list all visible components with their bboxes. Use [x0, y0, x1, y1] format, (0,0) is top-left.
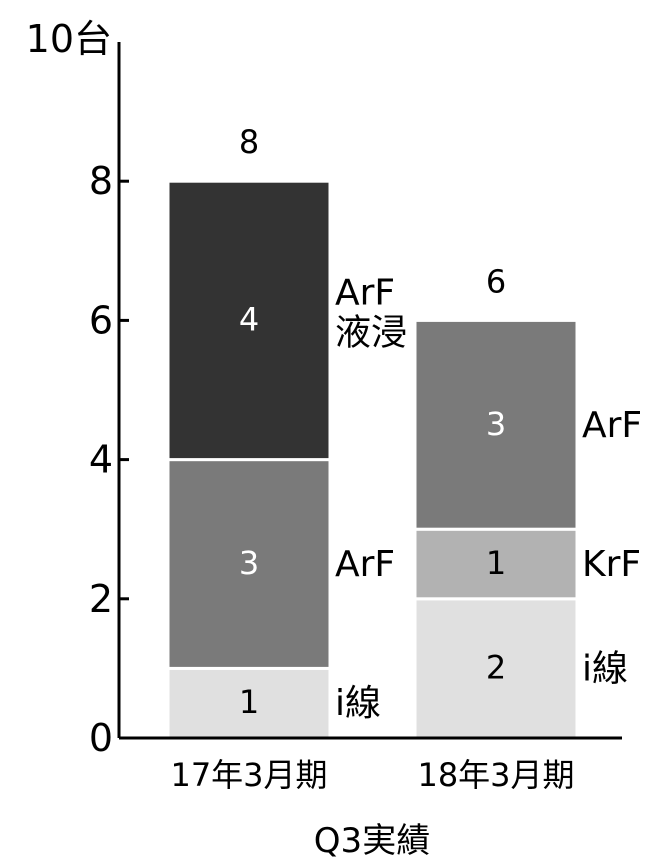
y-axis-unit-label: 10台	[26, 17, 112, 61]
segment-value-label: 4	[239, 300, 259, 338]
y-tick-label: 8	[89, 159, 113, 203]
segment-value-label: 3	[486, 405, 506, 443]
segment-category-label: i線	[335, 683, 381, 724]
y-tick-label: 6	[89, 298, 113, 342]
segment-category-label: ArF	[582, 405, 642, 446]
bar-total-label: 6	[486, 262, 506, 300]
bar-segment	[166, 179, 332, 462]
bar-segment	[413, 597, 579, 740]
segment-category-label: ArF	[335, 544, 395, 585]
segment-category-label: KrF	[582, 544, 641, 585]
bar-segment	[166, 458, 332, 670]
segment-category-label: i線	[582, 648, 628, 689]
labels-layer: 1 i線 3 ArF 4 ArF 液浸 8 17年3月期 2 i線 1 KrF 3 ArF 6 18年3月期	[170, 123, 642, 794]
bar-segment	[413, 527, 579, 601]
segment-category-label: ArF 液浸	[335, 272, 407, 353]
bar-segment	[166, 666, 332, 740]
y-tick-label: 2	[89, 577, 113, 621]
y-tick-label: 0	[89, 716, 113, 760]
y-ticks-layer: 0 2 4 6 8	[89, 159, 129, 760]
bars-layer	[166, 179, 579, 740]
segment-value-label: 1	[239, 683, 259, 721]
segment-value-label: 1	[486, 544, 506, 582]
segment-value-label: 2	[486, 648, 506, 686]
bar-segment	[413, 318, 579, 531]
bar-total-label: 8	[239, 123, 259, 161]
x-category-label: 17年3月期	[170, 756, 327, 794]
x-category-label: 18年3月期	[417, 756, 574, 794]
segment-value-label: 3	[239, 544, 259, 582]
x-axis-title: Q3実績	[314, 821, 430, 861]
y-tick-label: 4	[89, 438, 113, 482]
